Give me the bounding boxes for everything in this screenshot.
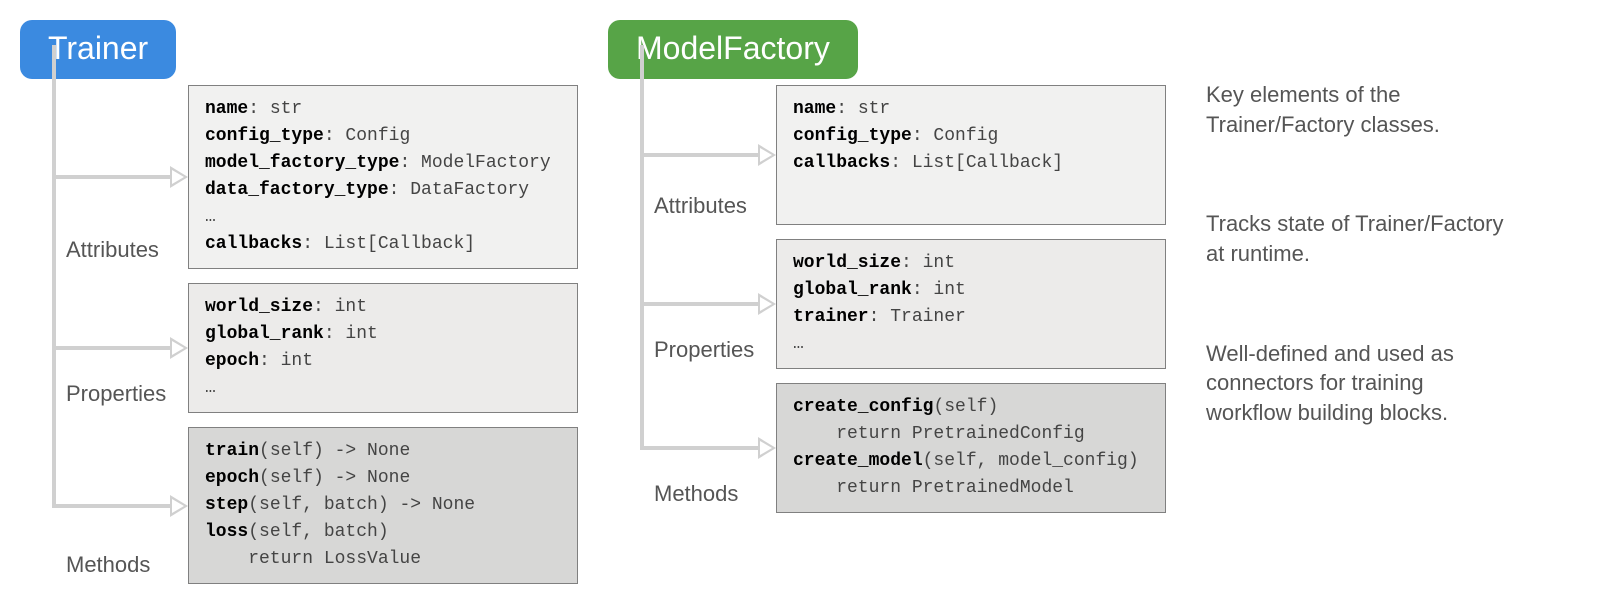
connector-arrow-icon xyxy=(640,436,776,460)
mf-properties-label: Properties xyxy=(618,337,776,369)
trainer-properties-rail: Properties xyxy=(30,283,188,413)
mf-attributes-row: Attributes name: str config_type: Config… xyxy=(618,85,1166,225)
mf-attributes-box: name: str config_type: Config callbacks:… xyxy=(776,85,1166,225)
trainer-attributes-box: name: str config_type: Config model_fact… xyxy=(188,85,578,269)
mf-attributes-label: Attributes xyxy=(618,193,776,225)
trainer-methods-row: Methods train(self) -> None epoch(self) … xyxy=(30,427,578,584)
connector-arrow-icon xyxy=(52,336,188,360)
trainer-methods-rail: Methods xyxy=(30,427,188,584)
captions-column: Key elements of the Trainer/Factory clas… xyxy=(1206,20,1506,438)
mf-methods-row: Methods create_config(self) return Pretr… xyxy=(618,383,1166,513)
mf-methods-label: Methods xyxy=(618,481,776,513)
model-factory-column: ModelFactory Attributes name: str config… xyxy=(618,20,1166,527)
mf-attributes-rail: Attributes xyxy=(618,85,776,225)
connector-arrow-icon xyxy=(52,165,188,189)
connector-arrow-icon xyxy=(52,494,188,518)
model-factory-header: ModelFactory xyxy=(608,20,858,79)
connector-arrow-icon xyxy=(640,292,776,316)
mf-properties-rail: Properties xyxy=(618,239,776,369)
mf-methods-rail: Methods xyxy=(618,383,776,513)
trainer-properties-row: Properties world_size: int global_rank: … xyxy=(30,283,578,413)
connector-arrow-icon xyxy=(640,143,776,167)
caption-attributes: Key elements of the Trainer/Factory clas… xyxy=(1206,80,1506,139)
trainer-methods-box: train(self) -> None epoch(self) -> None … xyxy=(188,427,578,584)
trainer-methods-label: Methods xyxy=(30,552,188,584)
trainer-header: Trainer xyxy=(20,20,176,79)
mf-properties-box: world_size: int global_rank: int trainer… xyxy=(776,239,1166,369)
caption-properties: Tracks state of Trainer/Factory at runti… xyxy=(1206,209,1506,268)
trainer-properties-box: world_size: int global_rank: int epoch: … xyxy=(188,283,578,413)
trainer-attributes-rail: Attributes xyxy=(30,85,188,269)
caption-methods: Well-defined and used as connectors for … xyxy=(1206,339,1506,428)
trainer-attributes-row: Attributes name: str config_type: Config… xyxy=(30,85,578,269)
trainer-column: Trainer Attributes name: str config_type… xyxy=(30,20,578,598)
trainer-attributes-label: Attributes xyxy=(30,237,188,269)
mf-properties-row: Properties world_size: int global_rank: … xyxy=(618,239,1166,369)
class-diagram: Trainer Attributes name: str config_type… xyxy=(30,20,1580,598)
mf-methods-box: create_config(self) return PretrainedCon… xyxy=(776,383,1166,513)
trainer-properties-label: Properties xyxy=(30,381,188,413)
